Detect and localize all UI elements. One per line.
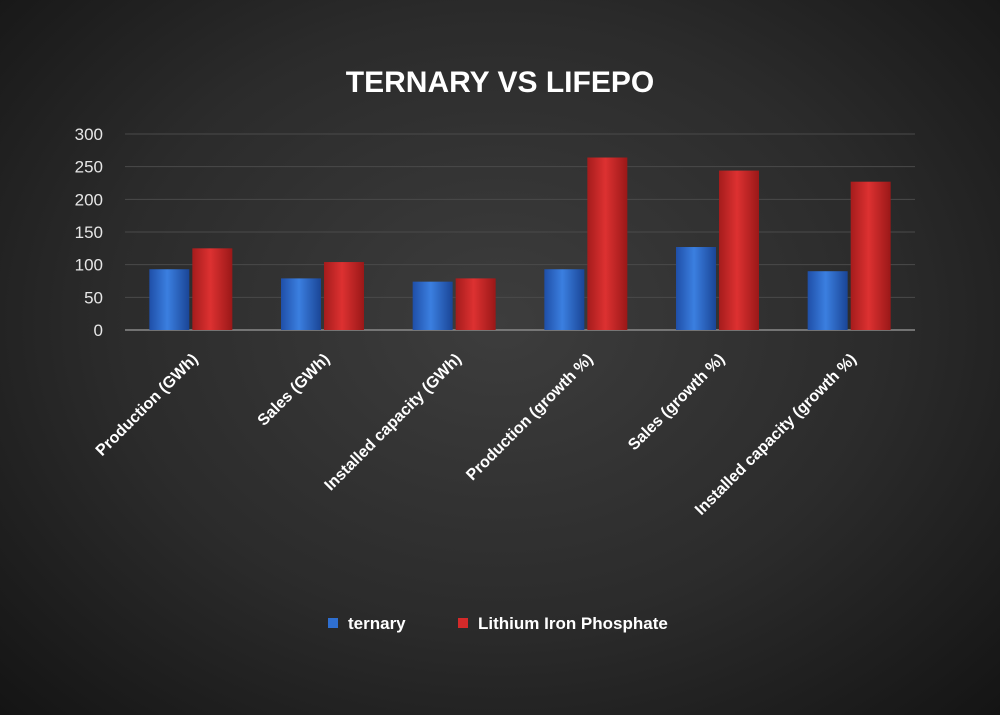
y-tick-label: 0 [94,321,103,340]
bar-ternary-2 [412,281,453,330]
y-tick-label: 50 [84,288,103,307]
bar-ternary-1 [281,278,321,330]
bars [149,157,891,330]
legend-label: Lithium Iron Phosphate [478,614,668,633]
y-tick-label: 100 [75,256,103,275]
bar-lfp-5 [850,181,891,330]
x-category-label: Production (growth %) [463,351,596,484]
bar-lfp-0 [192,248,233,330]
bar-lfp-3 [587,157,628,330]
y-tick-label: 250 [75,158,103,177]
x-category-label: Sales (GWh) [255,351,334,430]
gridlines [125,133,915,331]
legend-swatch [328,618,338,628]
x-axis-labels: Production (GWh) Sales (GWh)Installed cap… [93,351,860,519]
x-category-label: Production (GWh) [93,351,202,460]
bar-ternary-0 [149,269,190,330]
bar-ternary-3 [544,269,585,330]
y-axis-ticks: 0 50 100 150 200 250 300 [75,125,103,340]
x-category-label: Installed capacity (growth %) [692,351,860,519]
bar-lfp-2 [455,278,496,330]
bar-lfp-4 [719,170,759,330]
legend: ternary Lithium Iron Phosphate [328,614,668,633]
bar-lfp-1 [324,262,364,330]
legend-swatch [458,618,468,628]
chart-title: TERNARY VS LIFEPO [346,66,654,99]
y-tick-label: 150 [75,223,103,242]
bar-ternary-4 [676,247,716,330]
y-tick-label: 200 [75,190,103,209]
bar-ternary-5 [807,271,848,330]
y-tick-label: 300 [75,125,103,144]
x-category-label: Sales (growth %) [625,351,728,454]
x-category-label: Installed capacity (GWh) [322,351,465,494]
legend-label: ternary [348,614,406,633]
